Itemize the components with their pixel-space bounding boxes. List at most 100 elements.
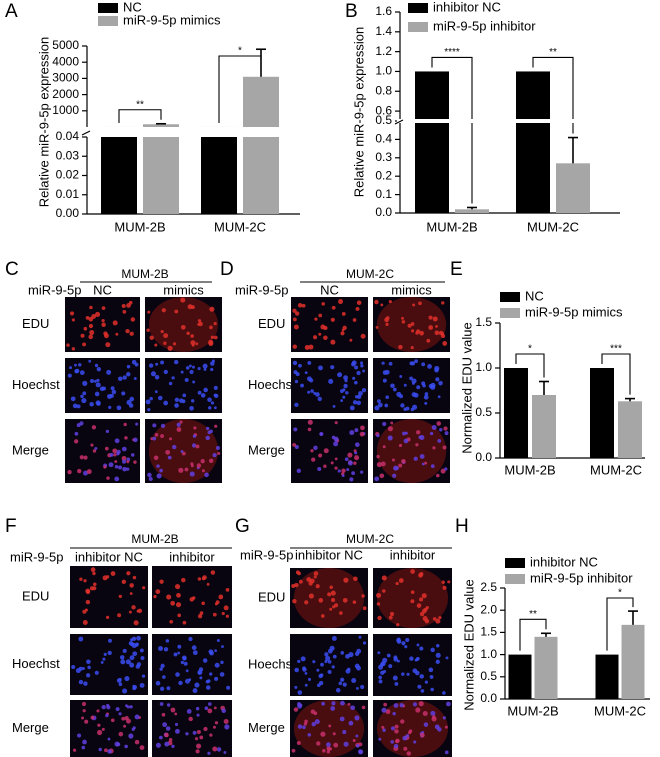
cell (176, 422, 181, 427)
cell (378, 675, 383, 680)
cell (187, 304, 193, 310)
cell (410, 322, 415, 326)
cell (88, 323, 94, 329)
cell (165, 639, 170, 643)
column-label: NC (93, 282, 112, 297)
cell (318, 365, 323, 371)
cell (400, 403, 405, 408)
cell (354, 395, 359, 399)
cell (445, 656, 449, 660)
cell (421, 362, 426, 367)
row-label: Merge (12, 720, 49, 735)
cell (376, 454, 380, 459)
panel-letter: D (220, 259, 234, 280)
cell (185, 669, 189, 673)
y-axis-label: Normalized EDU value (461, 579, 476, 711)
cell (396, 639, 402, 644)
y-tick-label: 2.0 (480, 602, 497, 616)
cell (155, 742, 161, 748)
cell (74, 431, 79, 436)
cell (297, 659, 301, 664)
legend-swatch (500, 308, 520, 318)
cell (354, 428, 359, 433)
bar (415, 71, 449, 121)
cell (81, 701, 87, 707)
cell (126, 460, 130, 464)
cell (117, 376, 123, 382)
column-label: inhibitor NC (75, 549, 143, 564)
y-axis-label: Normalized EDU value (459, 322, 474, 454)
cell (347, 452, 353, 458)
cell (159, 702, 164, 706)
significance-bracket (118, 109, 162, 123)
cell (203, 387, 208, 393)
cell (199, 735, 204, 740)
cell (355, 743, 360, 748)
cell (197, 367, 201, 371)
cell (351, 677, 357, 684)
cell (129, 592, 133, 595)
cell (148, 477, 153, 481)
cell (435, 618, 441, 624)
cell (313, 711, 318, 716)
x-tick-label: MUM-2C (527, 219, 579, 234)
significance-label: ** (529, 609, 537, 620)
cell (176, 427, 182, 432)
y-tick-label: 0.6 (375, 103, 392, 117)
cell (118, 731, 124, 737)
axis-break-mark (394, 119, 404, 125)
cell (153, 594, 157, 599)
cell (393, 703, 399, 708)
cell (406, 672, 410, 676)
cell (213, 321, 217, 326)
cell (424, 392, 429, 396)
cell (107, 650, 112, 656)
cell (208, 458, 214, 464)
cell (354, 365, 359, 370)
cell (114, 741, 120, 747)
cell (358, 635, 362, 639)
cell (324, 652, 329, 657)
cell (382, 657, 388, 663)
cell (398, 578, 404, 583)
cell (108, 638, 112, 643)
cell (430, 431, 434, 436)
cell (197, 319, 202, 323)
cell (390, 383, 395, 389)
cell (90, 567, 96, 573)
cell (327, 660, 332, 664)
bar (243, 76, 279, 127)
cell (414, 359, 419, 364)
cell (161, 712, 166, 717)
cell (377, 399, 381, 404)
cell (156, 473, 162, 479)
cell (407, 730, 412, 735)
cell (125, 328, 130, 334)
row-label: Hoechst (248, 377, 296, 392)
cell (443, 426, 448, 431)
condition-label: miR-9-5p (10, 549, 63, 564)
cell (96, 401, 101, 406)
column-label: inhibitor (169, 549, 215, 564)
cell (212, 725, 216, 729)
cell (172, 444, 177, 450)
legend-swatch (408, 3, 428, 13)
cell (223, 751, 227, 754)
y-tick-label: 1.5 (480, 625, 497, 639)
cell (80, 333, 85, 338)
cell (416, 656, 420, 661)
cell (382, 370, 388, 375)
cell (311, 722, 316, 727)
cell (403, 746, 408, 751)
cell (342, 682, 347, 687)
y-tick-label: 0.0 (375, 205, 392, 219)
cell (121, 446, 127, 452)
cell (394, 724, 399, 729)
cell (161, 308, 166, 313)
cell (112, 320, 118, 326)
cell (392, 473, 397, 478)
cell (214, 721, 219, 725)
cell (347, 702, 351, 706)
cell (209, 650, 214, 656)
cell (95, 311, 101, 317)
